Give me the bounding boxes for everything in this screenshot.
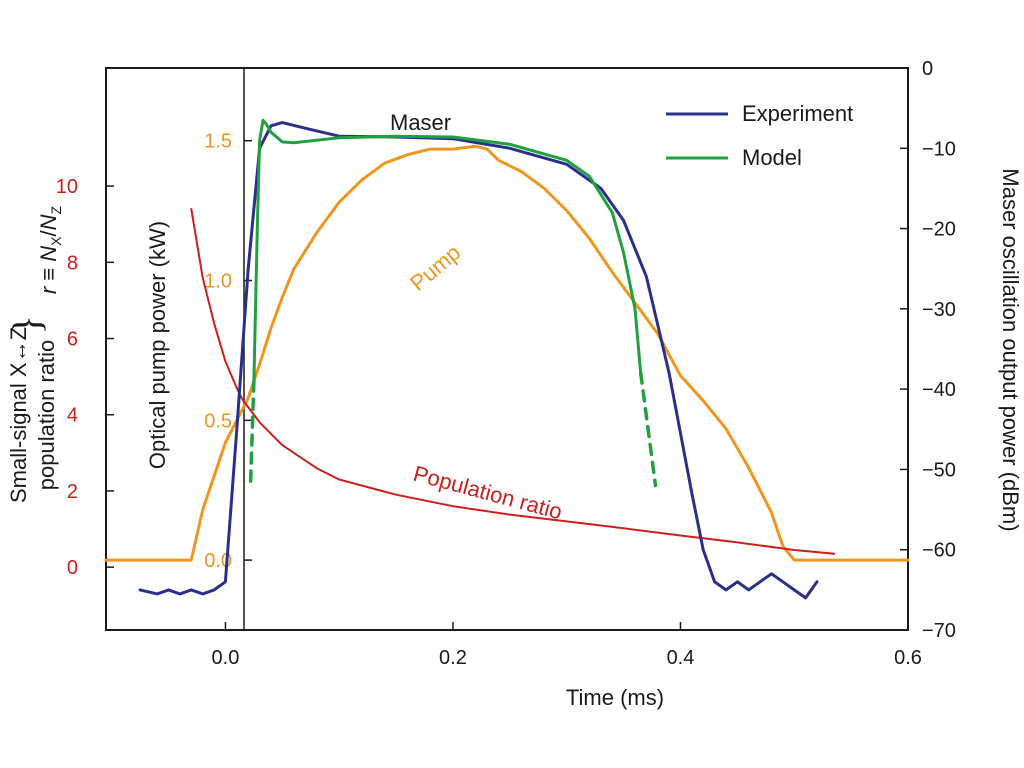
population-ratio-tick-label: 8 — [67, 252, 78, 274]
x-axis-ticks: 0.0 0.2 0.4 0.6 — [212, 622, 922, 669]
pump-power-axis-ticks: 0.00.51.01.5 — [204, 131, 252, 572]
maser-power-axis-ticks: 0 −10 −20 −30 −40 −50 −60 −70 — [900, 58, 956, 642]
series-model-extrapolated — [638, 371, 658, 488]
maser-power-tick-label: −70 — [922, 620, 956, 642]
pump-annotation: Pump — [405, 240, 465, 296]
maser-power-tick-label: −40 — [922, 379, 956, 401]
population-ratio-tick-label: 10 — [56, 176, 78, 198]
legend-experiment-label: Experiment — [742, 101, 853, 126]
population-ratio-brace: } — [4, 315, 49, 334]
maser-power-tick-label: −60 — [922, 540, 956, 562]
pump-power-tick-label: 1.0 — [204, 270, 232, 292]
maser-annotation: Maser — [390, 110, 451, 135]
pump-power-tick-label: 1.5 — [204, 131, 232, 153]
maser-power-tick-label: −50 — [922, 459, 956, 481]
maser-power-tick-label: −20 — [922, 219, 956, 241]
population-ratio-axis-ticks: 0 2 4 6 8 10 — [56, 176, 114, 579]
pump-power-tick-label: 0.5 — [204, 410, 232, 432]
series-layer — [104, 118, 910, 600]
maser-power-tick-label: −30 — [922, 299, 956, 321]
population-ratio-axis-title-line2: population ratio — [34, 340, 59, 490]
series-model-extrapolated — [248, 379, 256, 488]
x-tick-label: 0.4 — [667, 647, 695, 669]
maser-power-tick-label: 0 — [922, 58, 933, 80]
series-experiment — [138, 121, 819, 600]
population-ratio-tick-label: 2 — [67, 481, 78, 503]
plot-frame — [105, 67, 909, 631]
population-ratio-annotation: Population ratio — [411, 461, 565, 525]
legend-model-label: Model — [742, 145, 802, 170]
population-ratio-tick-label: 0 — [67, 557, 78, 579]
population-ratio-tick-label: 6 — [67, 329, 78, 351]
x-tick-label: 0.2 — [439, 647, 467, 669]
maser-power-axis-title: Maser oscillation output power (dBm) — [998, 168, 1023, 531]
x-tick-label: 0.6 — [894, 647, 922, 669]
x-axis-title: Time (ms) — [566, 685, 664, 710]
population-ratio-formula: r ≡ NX/NZ — [36, 205, 64, 294]
population-ratio-axis-title-line1: Small-signal X↔Z — [6, 327, 31, 503]
legend: Experiment Model — [666, 101, 853, 170]
x-tick-label: 0.0 — [212, 647, 240, 669]
series-population-ratio — [190, 208, 836, 555]
series-model — [252, 118, 643, 383]
population-ratio-tick-label: 4 — [67, 405, 78, 427]
maser-power-tick-label: −10 — [922, 138, 956, 160]
pump-power-axis-title: Optical pump power (kW) — [145, 221, 170, 469]
